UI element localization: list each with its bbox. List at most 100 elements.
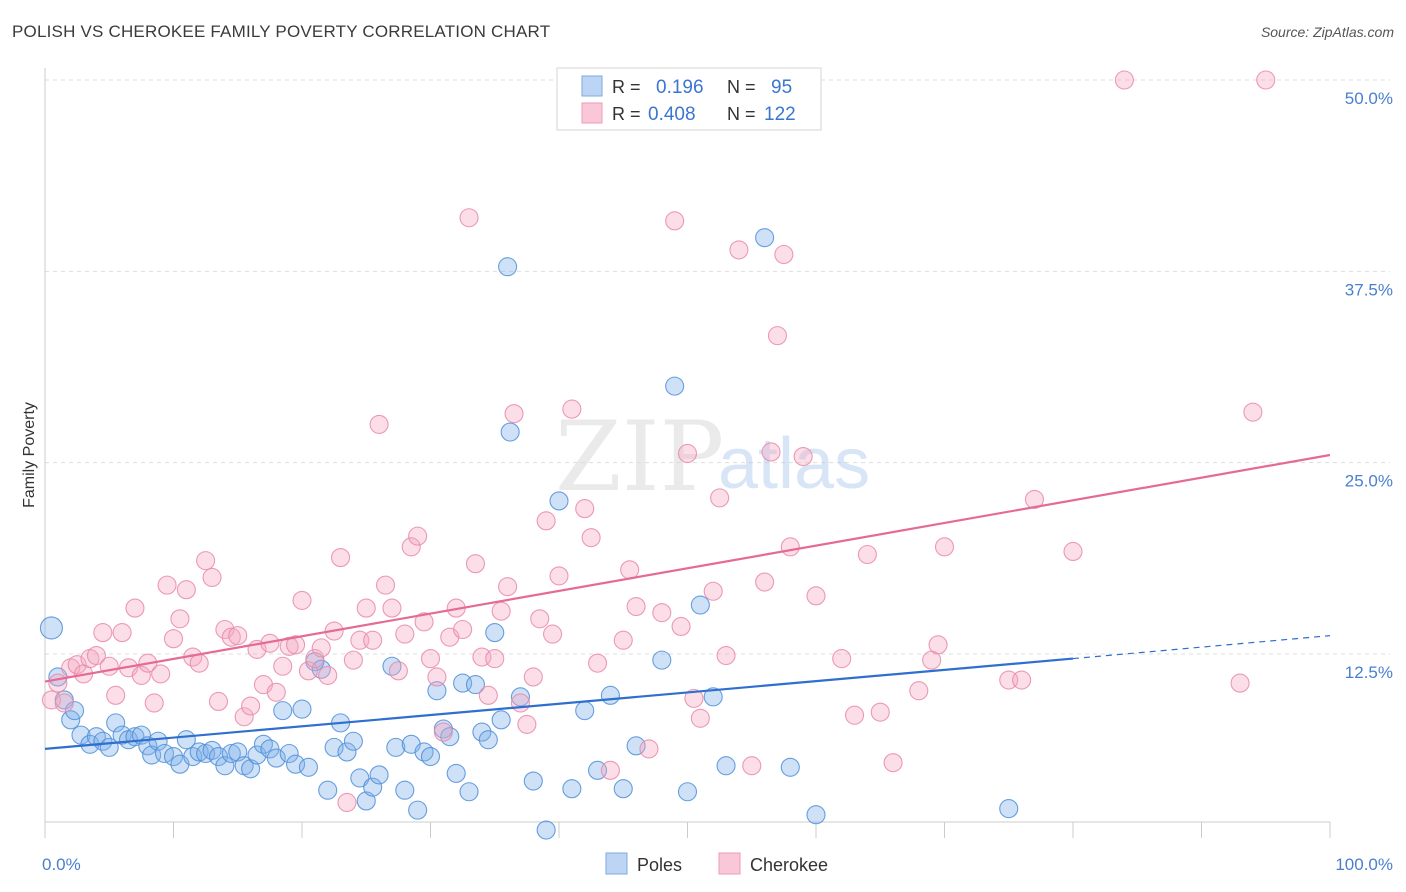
cherokee-point [684, 688, 704, 708]
cherokee-point [562, 399, 582, 419]
poles-point [652, 650, 672, 670]
legend-r-value-poles: 0.196 [656, 77, 704, 98]
cherokee-point [780, 537, 800, 557]
poles-point [39, 616, 63, 640]
poles-point [491, 710, 511, 730]
legend-swatch-cherokee [581, 102, 603, 124]
poles-point [465, 675, 486, 695]
poles-point [755, 228, 775, 248]
cherokee-point [613, 630, 633, 650]
cherokee-point [48, 673, 68, 693]
cherokee-point [144, 693, 164, 713]
y-tick-label-0: 12.5% [1345, 663, 1393, 682]
poles-point [65, 701, 85, 721]
cherokee-point [221, 627, 241, 647]
axes [44, 68, 1331, 838]
cherokee-point [774, 244, 794, 265]
cherokee-point [626, 596, 646, 617]
poles-point [575, 701, 595, 721]
series-legend: Poles Cherokee [605, 852, 828, 875]
cherokee-point [1012, 670, 1032, 690]
cherokee-point [543, 624, 563, 644]
cherokee-point [286, 635, 306, 655]
poles-point [215, 756, 235, 776]
poles-point [478, 730, 498, 750]
poles-trend-extension [1072, 635, 1331, 660]
poles-point [420, 747, 441, 767]
poles-point [408, 800, 428, 820]
cherokee-point [761, 442, 781, 462]
cherokee-point [305, 649, 325, 669]
poles-point [472, 722, 492, 742]
cherokee-point [498, 577, 518, 597]
cherokee-point [157, 575, 177, 595]
poles-point [337, 742, 357, 762]
cherokee-point [485, 649, 505, 669]
cherokee-point [337, 792, 357, 813]
cherokee-points [41, 70, 1276, 813]
watermark-zip: ZIP [555, 401, 724, 513]
cherokee-point [356, 598, 376, 618]
cherokee-point [189, 653, 209, 673]
x-tick-label-0: 0.0% [42, 855, 81, 874]
cherokee-point [266, 682, 286, 702]
cherokee-point [620, 560, 640, 580]
cherokee-point [844, 705, 865, 725]
poles-point [459, 782, 479, 802]
poles-point [677, 782, 698, 802]
cherokee-point [755, 572, 775, 592]
watermark-atlas: atlas [718, 424, 870, 504]
poles-point [292, 699, 312, 719]
y-axis-title: Family Poverty [21, 402, 38, 508]
cherokee-point [523, 667, 543, 687]
cherokee-point [575, 499, 595, 519]
cherokee-point [703, 581, 723, 601]
cherokee-point [176, 580, 196, 600]
trend-lines [44, 453, 1331, 750]
y-tick-label-2: 37.5% [1345, 280, 1393, 299]
cherokee-point [151, 664, 171, 684]
poles-point [562, 779, 582, 799]
poles-point [665, 376, 685, 396]
legend-r-label-poles: R = [612, 77, 641, 97]
cherokee-point [170, 609, 190, 629]
gridlines [45, 79, 1390, 655]
cherokee-point [395, 624, 415, 644]
cherokee-point [414, 612, 434, 632]
cherokee-point [491, 601, 511, 621]
cherokee-point [459, 208, 479, 228]
cherokee-point [928, 635, 948, 655]
legend-label-poles: Poles [637, 855, 682, 875]
cherokee-point [163, 629, 184, 649]
cherokee-point [106, 685, 126, 705]
cherokee-point [420, 649, 441, 669]
cherokee-point [273, 656, 293, 676]
cherokee-point [716, 645, 736, 666]
cherokee-point [241, 696, 261, 716]
poles-point [703, 687, 723, 707]
cherokee-point [202, 567, 222, 588]
chart-title: POLISH VS CHEROKEE FAMILY POVERTY CORREL… [12, 22, 551, 41]
cherokee-point [587, 653, 608, 673]
cherokee-point [54, 693, 74, 713]
cherokee-point [767, 326, 788, 346]
poles-point [273, 701, 293, 721]
source-label: Source: ZipAtlas.com [1260, 24, 1394, 40]
legend-n-value-cherokee: 122 [764, 104, 796, 125]
poles-point [690, 595, 710, 615]
cherokee-point [125, 598, 145, 618]
cherokee-point [677, 443, 698, 464]
x-tick-label-1: 100.0% [1335, 855, 1393, 874]
cherokee-point [536, 511, 556, 531]
cherokee-point [710, 488, 730, 508]
cherokee-point [909, 681, 929, 701]
cherokee-point [311, 638, 331, 658]
cherokee-point [870, 702, 890, 722]
poles-point [343, 731, 363, 751]
cherokee-point [453, 619, 473, 640]
poles-point [363, 777, 383, 797]
cherokee-point [401, 537, 421, 557]
cherokee-point [292, 590, 312, 610]
poles-point [318, 780, 338, 800]
poles-point [369, 765, 389, 785]
